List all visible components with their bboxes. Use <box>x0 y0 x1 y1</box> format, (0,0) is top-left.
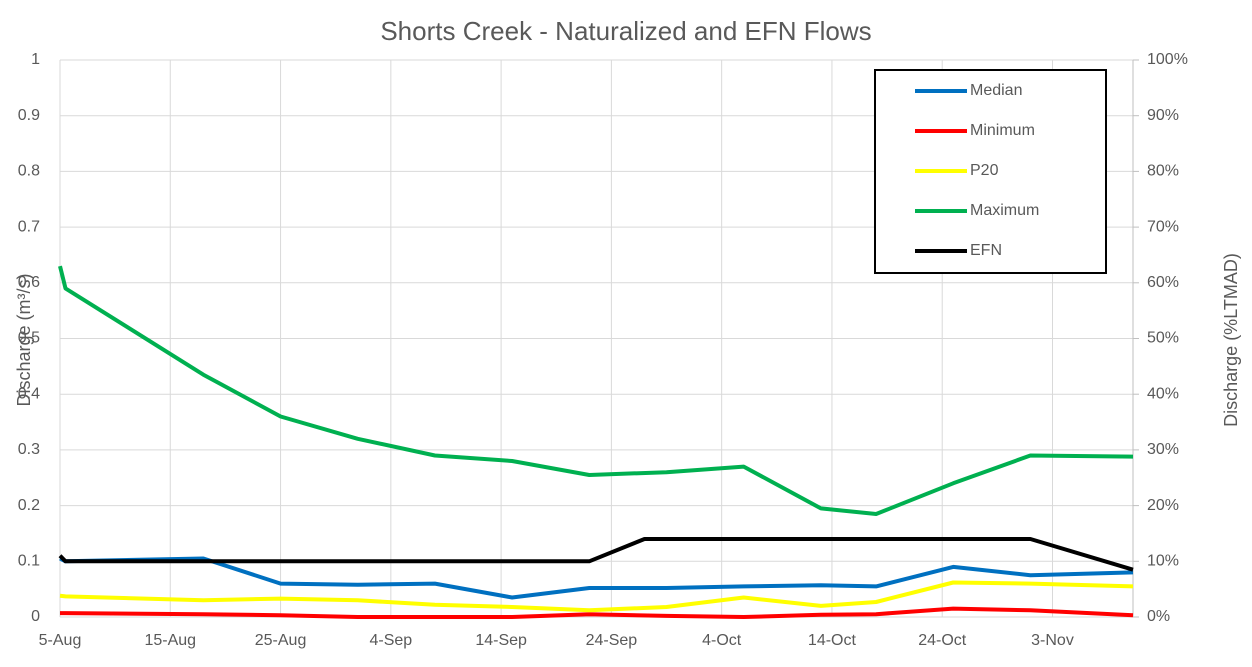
x-tick-label: 14-Sep <box>475 632 527 649</box>
x-tick-label: 25-Aug <box>255 632 307 649</box>
legend-label: Maximum <box>970 202 1039 219</box>
x-tick-label: 24-Oct <box>918 632 967 649</box>
legend-box <box>874 69 1107 274</box>
legend-label: EFN <box>970 242 1002 259</box>
legend-label: Median <box>970 82 1022 99</box>
y-tick-label: 0.8 <box>18 163 40 180</box>
y2-tick-label: 50% <box>1147 330 1179 347</box>
x-tick-label: 3-Nov <box>1031 632 1074 649</box>
chart-title: Shorts Creek - Naturalized and EFN Flows <box>380 16 871 46</box>
y2-tick-label: 80% <box>1147 163 1179 180</box>
y-tick-label: 0 <box>31 608 40 625</box>
y-tick-label: 0.4 <box>18 385 40 402</box>
y2-tick-label: 30% <box>1147 441 1179 458</box>
y-tick-label: 0.7 <box>18 218 40 235</box>
y-tick-label: 0.9 <box>18 107 40 124</box>
y2-tick-label: 90% <box>1147 107 1179 124</box>
y2-tick-label: 40% <box>1147 385 1179 402</box>
x-tick-label: 24-Sep <box>586 632 638 649</box>
x-tick-label: 4-Sep <box>369 632 412 649</box>
y2-tick-label: 70% <box>1147 218 1179 235</box>
y-axis-title: Discharge (m³/s) <box>14 273 34 406</box>
y-tick-label: 0.2 <box>18 497 40 514</box>
x-tick-label: 5-Aug <box>39 632 82 649</box>
x-tick-label: 4-Oct <box>702 632 742 649</box>
y2-tick-label: 20% <box>1147 497 1179 514</box>
y2-tick-label: 10% <box>1147 553 1179 570</box>
series-line <box>60 606 1134 619</box>
y-tick-label: 0.6 <box>18 274 40 291</box>
x-tick-label: 14-Oct <box>808 632 857 649</box>
series-line <box>58 537 1134 572</box>
legend-label: P20 <box>970 162 999 179</box>
y2-tick-label: 100% <box>1147 51 1188 68</box>
series-line <box>59 580 1134 613</box>
series-line <box>58 265 1134 516</box>
y-tick-label: 0.1 <box>18 553 40 570</box>
y-tick-label: 0.3 <box>18 441 40 458</box>
y2-tick-label: 60% <box>1147 274 1179 291</box>
legend-label: Minimum <box>970 122 1035 139</box>
y-tick-label: 1 <box>31 51 40 68</box>
y-tick-label: 0.5 <box>18 330 40 347</box>
series-line <box>59 556 1134 600</box>
y2-axis-title: Discharge (%LTMAD) <box>1221 253 1241 427</box>
x-tick-label: 15-Aug <box>144 632 196 649</box>
y2-tick-label: 0% <box>1147 608 1170 625</box>
